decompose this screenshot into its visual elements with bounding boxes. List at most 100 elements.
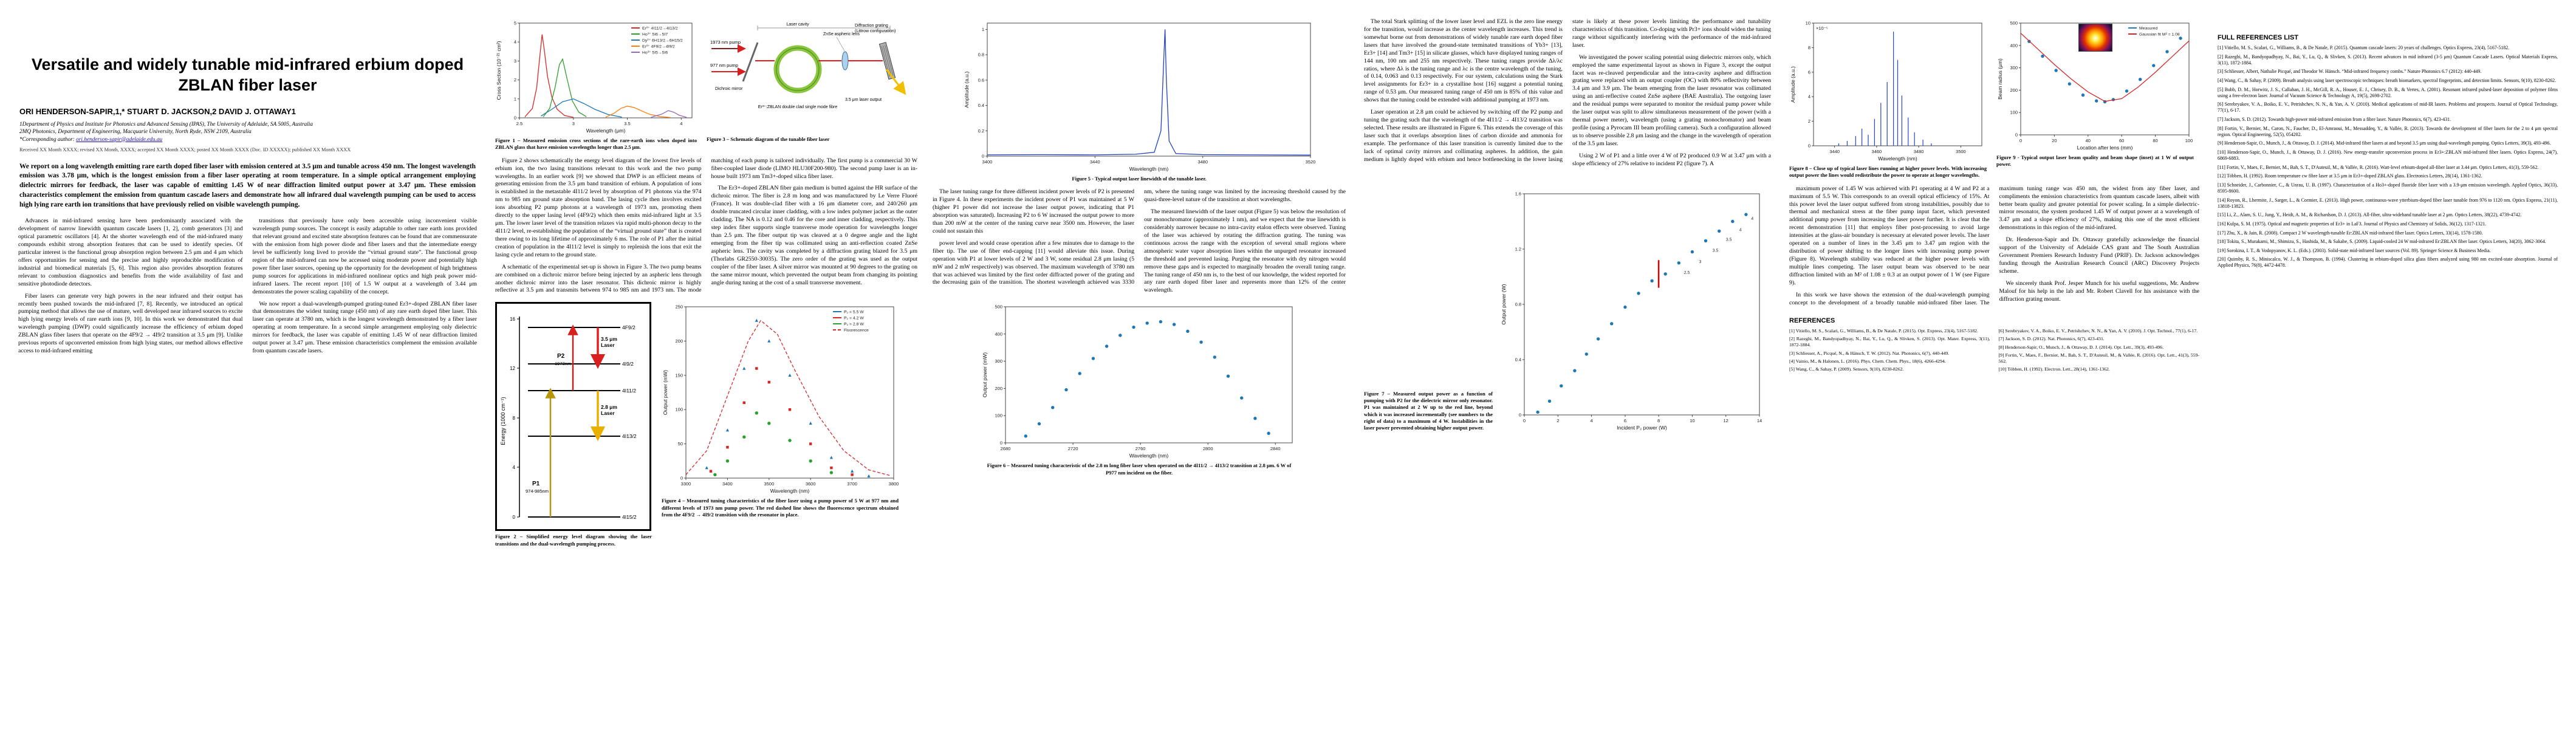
figure-5-chart: 3400 3440 3480 3520 0 0.2 0.4 0.6 0.8 1 Wavelength… bbox=[963, 18, 1315, 173]
svg-text:10: 10 bbox=[1806, 21, 1810, 26]
references-list: [1] Vitiello, M. S., Scalari, G., Willia… bbox=[1789, 328, 2199, 375]
figure-3-caption: Figure 3 – Schematic diagram of the tuna… bbox=[707, 136, 830, 142]
svg-text:Wavelength (μm): Wavelength (μm) bbox=[586, 128, 626, 134]
svg-text:Wavelength (nm): Wavelength (nm) bbox=[1129, 453, 1169, 459]
svg-text:3.5: 3.5 bbox=[1726, 238, 1732, 242]
svg-text:Wavelength (nm): Wavelength (nm) bbox=[1878, 156, 1917, 162]
laser-28-label: 2.8 μm bbox=[601, 404, 617, 410]
figure-7-caption: Figure 7 – Measured output power as a fu… bbox=[1364, 390, 1493, 431]
svg-text:60: 60 bbox=[2119, 138, 2124, 143]
reference-item: [9] Fortin, V., Maes, F., Bernier, M., B… bbox=[1998, 352, 2200, 364]
svg-text:Dy³⁺ 6H13/2→6H15/2: Dy³⁺ 6H13/2→6H15/2 bbox=[642, 39, 683, 43]
laser-28-label-2: Laser bbox=[601, 410, 615, 416]
level-label: 4I15/2 bbox=[622, 514, 637, 520]
level-label: 4I11/2 bbox=[622, 388, 636, 394]
svg-text:150: 150 bbox=[675, 373, 683, 378]
figure-3-schematic: Laser cavity 1973 nm pump 977 nm pump Di… bbox=[707, 18, 913, 134]
svg-text:3700: 3700 bbox=[847, 481, 857, 487]
reference-item: [7] Jackson, S. D. (2012). Towards high-… bbox=[2218, 116, 2451, 122]
panel-3: 3400 3440 3480 3520 0 0.2 0.4 0.6 0.8 1 Wavelength… bbox=[933, 18, 1346, 476]
paragraph: We investigated the power scaling potent… bbox=[1572, 53, 1771, 147]
reference-item: [10] Többen, H. (1992). Electron. Lett.,… bbox=[1998, 366, 2110, 372]
figure-8-chart: 3440 3460 3480 3500 0 2 4 6 8 10 Wavelength (nm) Am… bbox=[1789, 18, 1987, 163]
svg-text:3300: 3300 bbox=[681, 481, 691, 487]
svg-text:2: 2 bbox=[514, 77, 516, 83]
svg-text:0.6: 0.6 bbox=[978, 77, 984, 83]
svg-text:2680: 2680 bbox=[1001, 446, 1011, 451]
svg-text:50: 50 bbox=[678, 441, 683, 447]
reference-item: [8] Henderson-Sapir, O., Munch, J., & Ot… bbox=[1998, 344, 2164, 350]
paragraph: Fiber lasers can generate very high powe… bbox=[18, 292, 243, 355]
svg-text:3520: 3520 bbox=[1306, 159, 1315, 165]
paper-title: Versatile and widely tunable mid-infrare… bbox=[31, 55, 464, 94]
svg-text:Cross Section (10⁻²¹ cm²): Cross Section (10⁻²¹ cm²) bbox=[496, 41, 502, 100]
svg-text:200: 200 bbox=[2010, 87, 2018, 93]
svg-text:3480: 3480 bbox=[1914, 149, 1924, 154]
svg-text:Output power (mW): Output power (mW) bbox=[982, 352, 988, 397]
reference-item: [3] Schliesser, Albert, Nathalie Picqué,… bbox=[2218, 69, 2482, 75]
reference-item: [11] Fortin, V., Maes, F., Bernier, M., … bbox=[2218, 164, 2539, 170]
svg-text:3600: 3600 bbox=[806, 481, 816, 487]
svg-text:200: 200 bbox=[995, 386, 1002, 391]
svg-text:0.4: 0.4 bbox=[1515, 357, 1521, 362]
energy-axis-label: Energy (1000 cm⁻¹) bbox=[500, 397, 506, 445]
svg-text:Output power (W): Output power (W) bbox=[1501, 284, 1507, 324]
svg-text:3440: 3440 bbox=[1090, 159, 1100, 165]
svg-text:0.4: 0.4 bbox=[978, 103, 984, 108]
figure-row-top: 2.5 3 3.5 4 0 1 2 3 4 5 Wavelength (μm) Cross Secti… bbox=[495, 18, 917, 151]
figure-2-energy-diagram: Energy (1000 cm⁻¹) 0 4 8 12 16 4F9/2 4I9… bbox=[495, 302, 651, 532]
svg-text:100: 100 bbox=[995, 413, 1002, 419]
paragraph: Laser operation at 2.8 μm could be achie… bbox=[1364, 18, 1771, 163]
grating-label-2: (Littrow configuration) bbox=[855, 29, 896, 33]
svg-text:2.5: 2.5 bbox=[516, 121, 522, 126]
svg-text:3500: 3500 bbox=[764, 481, 774, 487]
svg-text:2720: 2720 bbox=[1068, 446, 1078, 451]
full-references-list: [1] Vitiello, M. S., Scalari, G., Willia… bbox=[2218, 45, 2558, 269]
svg-text:0: 0 bbox=[680, 476, 683, 481]
svg-text:6: 6 bbox=[1624, 418, 1626, 423]
svg-text:0: 0 bbox=[514, 115, 516, 121]
svg-text:12: 12 bbox=[1724, 418, 1728, 423]
figure-7: Figure 7 – Measured output power as a fu… bbox=[1364, 188, 1771, 432]
intro-text-columns: Advances in mid-infrared sensing have be… bbox=[18, 217, 477, 360]
figure-9-caption: Figure 9 - Typical output laser beam qua… bbox=[1996, 154, 2194, 168]
svg-text:2800: 2800 bbox=[1203, 446, 1213, 451]
panel3-text-columns: The laser tuning range for three differe… bbox=[933, 188, 1346, 295]
corresponding-label: *Corresponding author: bbox=[19, 136, 77, 143]
figure-7-chart: 0 2 4 6 8 10 12 14 0 0.4 0.8 1.2 1.6 Incident P₂ powe… bbox=[1500, 188, 1764, 432]
energy-tick: 12 bbox=[510, 366, 515, 371]
pump1-label: 1973 nm pump bbox=[710, 39, 741, 45]
svg-text:Incident P₂ power (W): Incident P₂ power (W) bbox=[1617, 425, 1667, 431]
svg-text:40: 40 bbox=[2086, 138, 2091, 143]
svg-text:Er³⁺ 4I11/2→4I13/2: Er³⁺ 4I11/2→4I13/2 bbox=[642, 27, 678, 31]
panel4-text-columns: The total Stark splitting of the lower l… bbox=[1364, 18, 1771, 168]
paragraph: power level and would cease operation af… bbox=[933, 188, 1346, 286]
svg-text:100: 100 bbox=[2185, 138, 2193, 143]
output-label: 3.5 μm laser output bbox=[845, 98, 882, 102]
reference-item: [13] Schneider, J., Carbonnier, C., & Un… bbox=[2218, 182, 2558, 194]
panel-4: The total Stark splitting of the lower l… bbox=[1364, 18, 1771, 432]
svg-text:0: 0 bbox=[1523, 418, 1526, 423]
svg-text:4: 4 bbox=[1591, 418, 1593, 423]
figure-6-caption: Figure 6 – Measured tuning characteristi… bbox=[987, 462, 1292, 476]
svg-text:Ho³⁺ 5I6→5I7: Ho³⁺ 5I6→5I7 bbox=[642, 33, 668, 37]
figure-1-chart: 2.5 3 3.5 4 0 1 2 3 4 5 Wavelength (μm) Cross Secti… bbox=[495, 18, 697, 135]
figure-row-bottom: Energy (1000 cm⁻¹) 0 4 8 12 16 4F9/2 4I9… bbox=[495, 302, 917, 547]
lens-shape bbox=[841, 51, 849, 70]
figure-2-caption: Figure 2 – Simplified energy level diagr… bbox=[495, 533, 652, 547]
svg-text:400: 400 bbox=[995, 332, 1002, 337]
panel5-text-columns: maximum power of 1.45 W was achieved wit… bbox=[1789, 185, 2199, 307]
reference-item: [10] Henderson-Sapir, O., Munch, J., & O… bbox=[2218, 149, 2558, 162]
level-label: 4F9/2 bbox=[622, 324, 635, 330]
reference-item: [12] Többen, H. (1992). Room temperature… bbox=[2218, 173, 2482, 179]
p2-value: 1973nm bbox=[555, 361, 571, 366]
reference-item: [19] Sorokina, I. T., & Vodopyanov, K. L… bbox=[2218, 247, 2491, 253]
svg-text:4: 4 bbox=[680, 121, 682, 126]
email-link[interactable]: ori.henderson-sapir@adelaide.edu.au bbox=[76, 136, 163, 143]
figure-2: Energy (1000 cm⁻¹) 0 4 8 12 16 4F9/2 4I9… bbox=[495, 302, 652, 547]
svg-text:Fluorescence: Fluorescence bbox=[844, 329, 869, 333]
svg-text:0.8: 0.8 bbox=[1515, 301, 1521, 307]
svg-text:2: 2 bbox=[1808, 118, 1810, 124]
figure-4: 3300 3400 3500 3600 3700 3800 0 50 100 150 200 250 W… bbox=[662, 302, 899, 518]
energy-tick: 0 bbox=[513, 515, 516, 520]
